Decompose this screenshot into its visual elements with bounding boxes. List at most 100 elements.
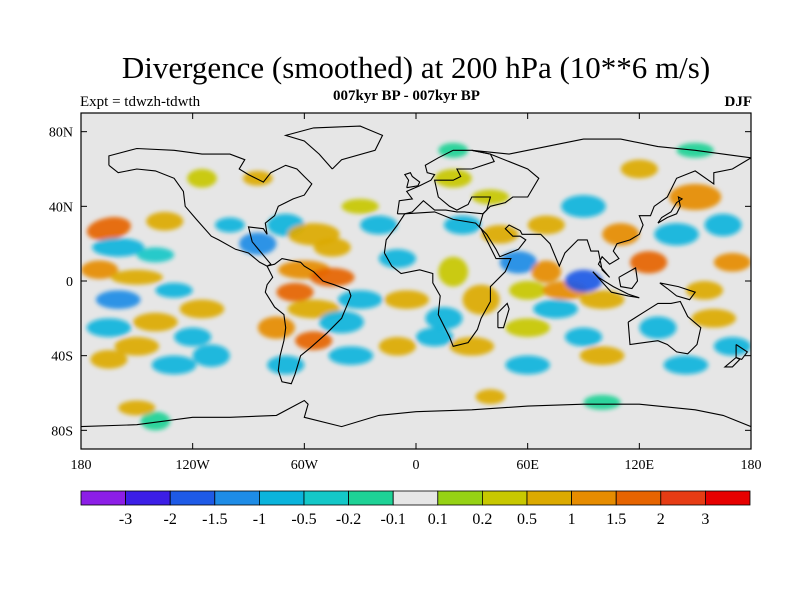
divergence-blob <box>95 290 141 309</box>
divergence-blob <box>151 355 197 375</box>
y-tick-label: 80S <box>51 424 73 439</box>
divergence-blob <box>110 269 163 285</box>
divergence-blob <box>579 290 625 309</box>
divergence-blob <box>90 350 128 369</box>
divergence-blob <box>86 217 131 241</box>
divergence-blob <box>505 318 550 337</box>
colorbar-swatch <box>125 490 171 506</box>
colorbar-swatch <box>80 490 126 506</box>
divergence-blob <box>564 327 603 347</box>
colorbar-swatch <box>214 490 260 506</box>
divergence-blob <box>704 213 742 237</box>
colorbar-swatch <box>660 490 706 506</box>
colorbar-label: -2 <box>164 511 177 528</box>
coastline-segment <box>592 271 640 299</box>
divergence-blob <box>685 281 724 300</box>
colorbar-label: -1.5 <box>202 511 227 528</box>
colorbar-label: 0.5 <box>517 511 537 528</box>
divergence-blob <box>133 312 178 332</box>
divergence-blob <box>384 290 430 309</box>
divergence-blob <box>481 225 519 244</box>
divergence-blob <box>669 183 722 211</box>
divergence-blob <box>146 211 184 231</box>
divergence-blob <box>187 169 217 188</box>
coastline-segment <box>723 357 741 368</box>
colorbar-label: 0.2 <box>472 511 492 528</box>
divergence-blob <box>639 316 677 339</box>
divergence-blob <box>86 318 132 337</box>
experiment-label: Expt = tdwzh-tdwth <box>80 94 201 110</box>
colorbar-label: 0.1 <box>428 511 448 528</box>
map-title: Divergence (smoothed) at 200 hPa (10**6 … <box>121 50 711 85</box>
divergence-blob <box>174 327 212 347</box>
divergence-blob <box>378 249 416 268</box>
colorbar: -3 -2 -1.5 -1 -0.5 -0.2 -0.1 0.1 0.2 0.5 1 1.5 2 3 <box>80 490 751 528</box>
divergence-blob <box>438 256 469 287</box>
divergence-blob <box>215 217 245 233</box>
divergence-blob <box>136 247 175 263</box>
divergence-blob <box>449 337 495 356</box>
divergence-blob <box>509 281 547 300</box>
coastline-segment <box>735 344 749 361</box>
divergence-blob <box>462 284 500 315</box>
divergence-blob <box>257 316 296 339</box>
colorbar-label: -0.5 <box>291 511 316 528</box>
x-tick-label: 60W <box>291 458 319 473</box>
divergence-blob <box>654 223 699 246</box>
colorbar-swatch <box>526 490 572 506</box>
coastline-segment <box>657 195 684 224</box>
coastlines <box>81 125 751 428</box>
divergence-blob <box>295 331 333 351</box>
divergence-blob <box>475 389 506 405</box>
divergence-blob <box>309 267 355 287</box>
divergence-blob <box>337 290 383 309</box>
divergence-blob <box>140 411 171 431</box>
x-tick-label: 180 <box>741 458 762 473</box>
map-subtitle: 007kyr BP - 007kyr BP <box>333 88 480 104</box>
x-tick-label: 120W <box>176 458 211 473</box>
divergence-blob <box>155 282 193 298</box>
season-label: DJF <box>724 94 753 110</box>
colorbar-label: 2 <box>657 511 665 528</box>
divergence-blob <box>267 355 305 375</box>
divergence-blob <box>434 169 472 188</box>
divergence-blob <box>564 269 603 293</box>
divergence-blob <box>579 346 625 365</box>
divergence-blob <box>287 299 340 319</box>
colorbar-swatch <box>705 490 751 506</box>
divergence-blob <box>531 260 562 283</box>
divergence-blob <box>713 337 751 356</box>
y-tick-label: 40N <box>49 200 73 215</box>
coastline-segment <box>659 282 697 301</box>
colorbar-swatch <box>169 490 216 506</box>
coastline-segment <box>81 399 751 428</box>
coastline-segment <box>497 302 510 329</box>
x-tick-label: 60E <box>516 458 539 473</box>
colorbar-label: -0.1 <box>381 511 406 528</box>
divergence-blob <box>118 400 156 416</box>
y-tick-label: 80N <box>49 126 73 141</box>
divergence-blob <box>416 327 454 347</box>
colorbar-label: -3 <box>119 511 132 528</box>
coastline-segment <box>108 147 313 267</box>
colorbar-swatch <box>481 490 528 506</box>
y-tick-label: 0 <box>66 275 73 290</box>
coastline-segment <box>403 172 421 189</box>
divergence-field <box>81 142 751 431</box>
colorbar-label: -0.2 <box>336 511 361 528</box>
coastline-segment <box>618 267 639 290</box>
coastline-segment <box>471 138 751 278</box>
divergence-blob <box>276 282 314 302</box>
colorbar-swatch <box>303 490 349 506</box>
divergence-blob <box>561 195 606 218</box>
divergence-blob <box>192 344 230 367</box>
x-axis: 180 120W 60W 0 60E 120E 180 <box>71 113 762 473</box>
coastline-segment <box>264 258 352 385</box>
divergence-blob <box>527 215 565 235</box>
colorbar-label: -1 <box>253 511 266 528</box>
x-tick-label: 120E <box>625 458 655 473</box>
divergence-blob <box>691 309 737 328</box>
divergence-blob <box>179 299 225 319</box>
divergence-blob <box>425 307 463 330</box>
